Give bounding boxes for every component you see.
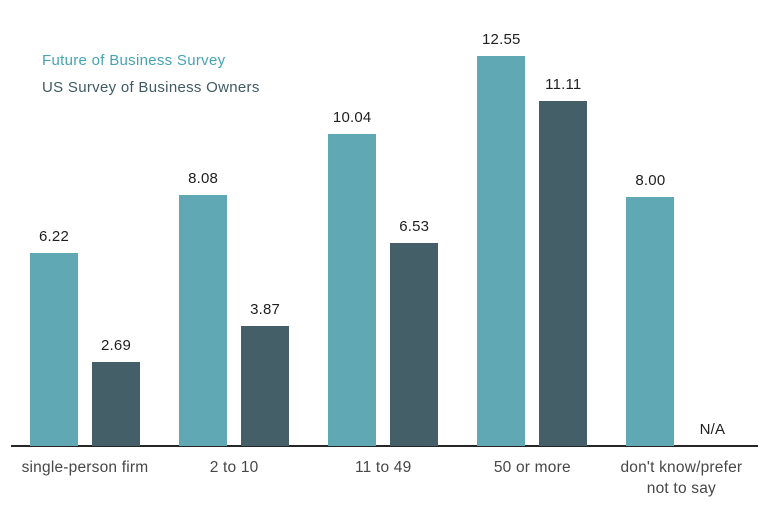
bar <box>390 243 439 446</box>
value-label: 12.55 <box>482 31 521 48</box>
legend-label-future-of-business-survey: Future of Business Survey <box>42 52 226 69</box>
category-label: 2 to 10 <box>209 459 259 476</box>
na-label: N/A <box>699 421 726 438</box>
value-label: 8.00 <box>635 172 666 190</box>
chart-legend: Future of Business Survey US Survey of B… <box>42 52 260 106</box>
bar <box>30 252 78 446</box>
bar <box>477 56 526 446</box>
value-label: 11.11 <box>545 75 582 93</box>
value-label: 2.69 <box>101 337 131 355</box>
bar <box>241 325 290 446</box>
legend-item-us-survey-of-business-owners: US Survey of Business Owners <box>42 79 260 97</box>
value-label: 10.04 <box>332 109 372 126</box>
value-label: 3.87 <box>250 300 281 318</box>
value-label: 8.08 <box>188 169 219 187</box>
category-label: 11 to 49 <box>354 459 412 476</box>
bar <box>328 134 377 446</box>
value-label: 6.53 <box>399 218 430 236</box>
legend-item-future-of-business-survey: Future of Business Survey <box>42 52 260 70</box>
category-label: 50 or more <box>493 459 571 476</box>
bar <box>626 197 675 446</box>
legend-label-us-survey-of-business-owners: US Survey of Business Owners <box>42 79 260 96</box>
value-label: 6.22 <box>39 227 69 245</box>
category-label: single-person firm <box>21 459 149 476</box>
bar <box>539 100 588 446</box>
category-label: don't know/prefer not to say <box>620 459 743 497</box>
x-axis-line <box>11 445 758 447</box>
bar <box>179 194 228 446</box>
bar <box>92 362 140 446</box>
